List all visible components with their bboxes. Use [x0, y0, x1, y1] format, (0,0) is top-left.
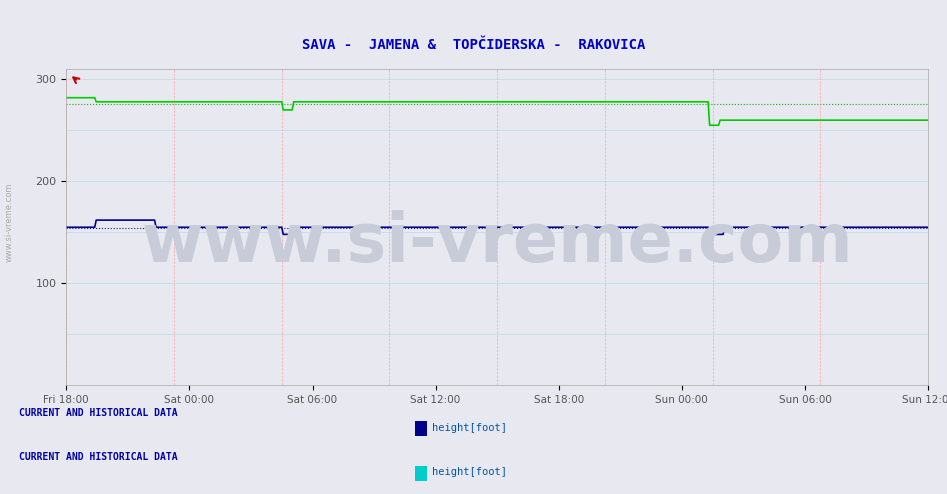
Text: SAVA -  JAMENA &  TOPČIDERSKA -  RAKOVICA: SAVA - JAMENA & TOPČIDERSKA - RAKOVICA	[302, 38, 645, 52]
Text: www.si-vreme.com: www.si-vreme.com	[141, 210, 853, 276]
Text: height[foot]: height[foot]	[432, 423, 507, 433]
Text: CURRENT AND HISTORICAL DATA: CURRENT AND HISTORICAL DATA	[19, 452, 178, 462]
Text: www.si-vreme.com: www.si-vreme.com	[5, 183, 14, 262]
Text: height[foot]: height[foot]	[432, 467, 507, 477]
Text: CURRENT AND HISTORICAL DATA: CURRENT AND HISTORICAL DATA	[19, 408, 178, 417]
